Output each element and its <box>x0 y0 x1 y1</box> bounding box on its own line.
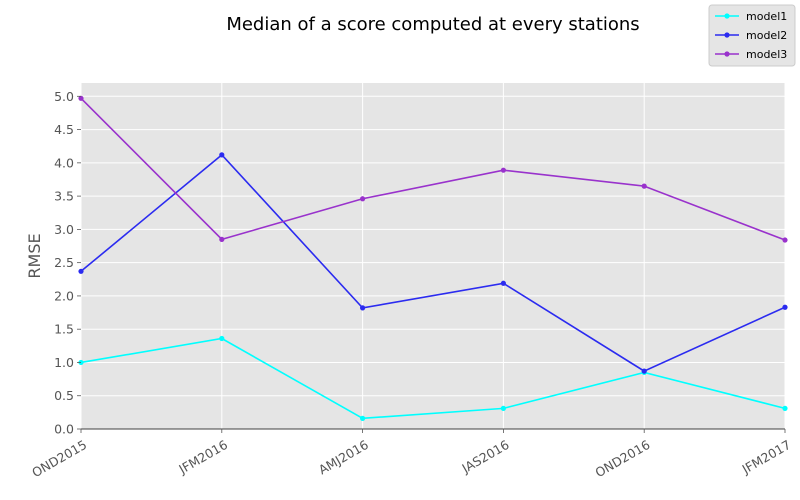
legend-label: model1 <box>746 10 787 23</box>
legend-marker-model3 <box>724 51 730 57</box>
legend-label: model2 <box>746 29 787 42</box>
data-point-model2 <box>360 305 366 311</box>
chart-title: Median of a score computed at every stat… <box>226 14 639 35</box>
data-point-model2 <box>219 152 225 158</box>
y-axis-label: RMSE <box>25 233 44 278</box>
x-tick-labels: OND2015 JFM2016 AMJ2016 JAS2016 OND2016 JFM20… <box>29 429 793 480</box>
legend-box <box>708 4 796 67</box>
data-point-model3 <box>219 236 225 242</box>
series-line-model2 <box>80 153 786 373</box>
y-tick-label: 1.5 <box>54 322 74 337</box>
series-layer <box>78 95 788 421</box>
data-point-model3 <box>500 167 506 173</box>
data-point-model2 <box>641 368 647 374</box>
y-tick-label: 0.5 <box>54 388 74 403</box>
series-line-model1 <box>80 337 786 420</box>
legend-marker-model1 <box>724 13 730 19</box>
x-tick-label: OND2016 <box>592 437 652 480</box>
x-tick-label: JFM2016 <box>175 437 230 477</box>
data-point-model3 <box>78 95 84 101</box>
data-point-model3 <box>360 196 366 202</box>
x-tick-label: AMJ2016 <box>316 437 371 477</box>
data-point-model2 <box>500 280 506 286</box>
y-tick-label: 2.5 <box>54 255 74 270</box>
data-point-model1 <box>500 405 506 411</box>
data-point-model3 <box>641 183 647 189</box>
data-point-model1 <box>782 405 788 411</box>
x-tick-label: JFM2017 <box>739 437 794 477</box>
y-tick-label: 3.5 <box>54 189 74 204</box>
y-tick-label: 4.5 <box>54 122 74 137</box>
legend: model1 model2 model3 <box>708 4 796 67</box>
legend-marker-model2 <box>724 32 730 38</box>
data-point-model2 <box>782 304 788 310</box>
y-tick-label: 4.0 <box>54 155 74 170</box>
x-tick-label: JAS2016 <box>459 437 512 476</box>
y-tick-label: 1.0 <box>54 355 74 370</box>
data-point-model3 <box>782 237 788 243</box>
data-point-model1 <box>219 335 225 342</box>
series-line-model3 <box>80 97 786 241</box>
x-tick-label: OND2015 <box>29 437 89 480</box>
data-point-model2 <box>78 268 84 274</box>
y-tick-label: 5.0 <box>54 89 74 104</box>
y-tick-labels: 0.0 0.5 1.0 1.5 2.0 2.5 3.0 3.5 4.0 4.5 5.0 <box>54 89 81 437</box>
y-tick-label: 2.0 <box>54 288 74 303</box>
y-tick-label: 0.0 <box>54 422 74 437</box>
plot-background <box>81 83 785 429</box>
legend-label: model3 <box>746 48 787 61</box>
y-tick-label: 3.0 <box>54 222 74 237</box>
data-point-model1 <box>360 415 366 421</box>
